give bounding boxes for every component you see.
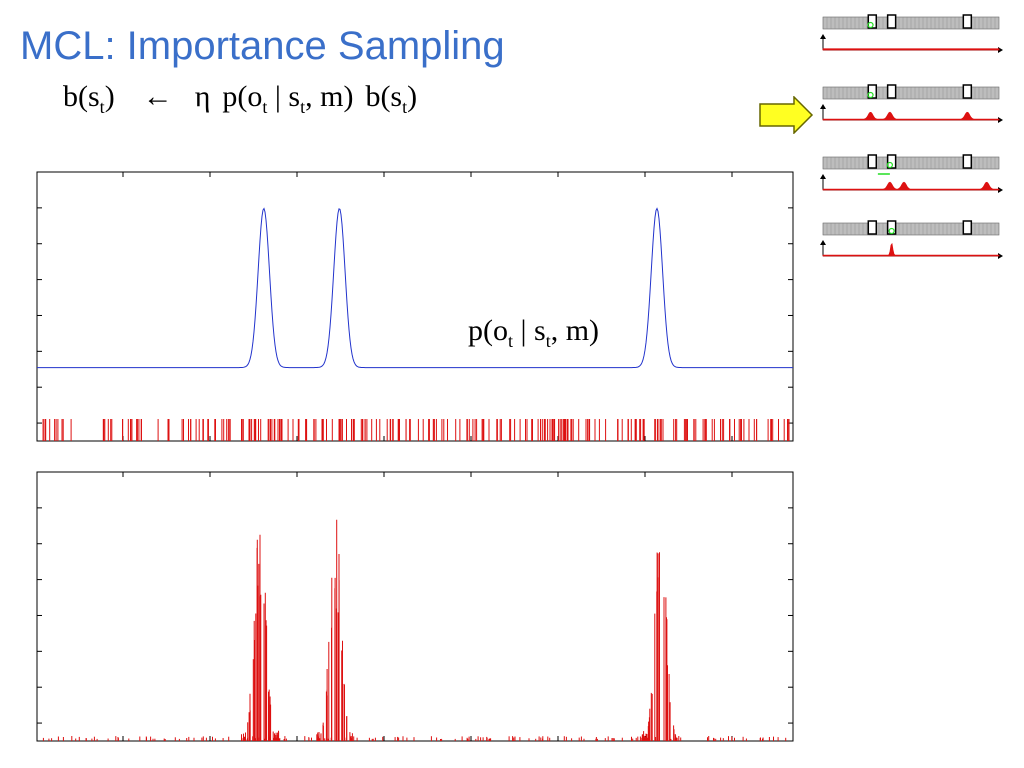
formula-lhs-close: ) <box>104 80 115 113</box>
likelihood-plot-frame <box>36 171 794 442</box>
belief-distribution <box>822 181 1000 191</box>
current-step-arrow-icon <box>758 95 814 139</box>
formula-b-sub: t <box>402 97 408 117</box>
thumbnail-2-graphic <box>820 84 1003 123</box>
robot-icon <box>886 161 893 169</box>
formula-lhs-sub: t <box>99 97 105 117</box>
formula-b: b(s <box>365 80 403 113</box>
formula-bar: | s <box>267 80 301 113</box>
belief-update-formula: b(st) ← η p(ot | st, m) b(st) <box>63 80 417 118</box>
formula-p-sub2: t <box>300 97 306 117</box>
thumbnail-1-graphic <box>820 14 1003 53</box>
label-bar: | s <box>513 314 546 347</box>
sequence-thumbnail-1 <box>820 14 1004 65</box>
robot-icon <box>888 227 895 235</box>
formula-lhs: b(s <box>63 80 100 113</box>
weighted-particles <box>42 519 787 741</box>
door <box>867 220 878 235</box>
door <box>867 84 878 99</box>
label-m: , m) <box>550 314 600 347</box>
likelihood-label: p(ot | st, m) <box>468 314 599 352</box>
formula-eta: η <box>194 80 211 113</box>
belief-distribution <box>822 242 1000 257</box>
formula-p: p(o <box>222 80 263 113</box>
door <box>962 220 973 235</box>
axis-arrow-icon <box>820 34 826 39</box>
robot-icon <box>867 21 874 29</box>
slide-title: MCL: Importance Sampling <box>20 24 505 68</box>
thumbnail-3-graphic <box>820 154 1003 193</box>
formula-arrow: ← <box>142 80 173 113</box>
sequence-thumbnail-3 <box>820 154 1004 205</box>
label-sub1: t <box>508 331 514 351</box>
door <box>962 84 973 99</box>
door <box>867 154 878 169</box>
sequence-thumbnail-2 <box>820 84 1004 135</box>
thumbnail-4-graphic <box>820 220 1003 259</box>
likelihood-curve <box>37 207 793 369</box>
axis-arrow-icon <box>820 240 826 245</box>
door <box>886 154 897 169</box>
door <box>886 84 897 99</box>
weights-plot-ticks <box>37 472 793 741</box>
door <box>886 14 897 29</box>
formula-p-sub1: t <box>262 97 268 117</box>
particle-set-strip <box>42 419 790 441</box>
door <box>867 14 878 29</box>
weights-plot-frame <box>36 471 794 742</box>
axis-arrow-icon <box>998 253 1003 259</box>
axis-arrow-icon <box>820 174 826 179</box>
belief-distribution <box>822 111 1000 121</box>
door <box>962 154 973 169</box>
axis-arrow-icon <box>820 104 826 109</box>
formula-b-close: ) <box>407 80 418 113</box>
robot-icon <box>867 91 874 99</box>
door <box>962 14 973 29</box>
label-sub2: t <box>545 331 551 351</box>
formula-m: , m) <box>305 80 354 113</box>
likelihood-plot-ticks <box>37 172 793 441</box>
axis-arrow-icon <box>998 187 1003 193</box>
belief-distribution <box>822 48 1000 51</box>
label-p: p(o <box>468 314 508 347</box>
axis-arrow-icon <box>998 117 1003 123</box>
sequence-thumbnail-4 <box>820 220 1004 271</box>
